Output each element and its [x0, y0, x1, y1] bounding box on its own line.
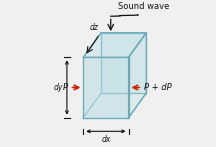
Text: P + dP: P + dP — [144, 83, 172, 92]
Text: dz: dz — [90, 23, 98, 32]
Polygon shape — [83, 57, 129, 118]
Text: P: P — [63, 83, 68, 92]
Polygon shape — [129, 33, 146, 118]
Polygon shape — [83, 33, 146, 57]
Text: dx: dx — [101, 135, 111, 144]
Text: Sound wave: Sound wave — [118, 2, 169, 11]
Polygon shape — [101, 33, 146, 93]
Text: dy: dy — [54, 83, 64, 92]
